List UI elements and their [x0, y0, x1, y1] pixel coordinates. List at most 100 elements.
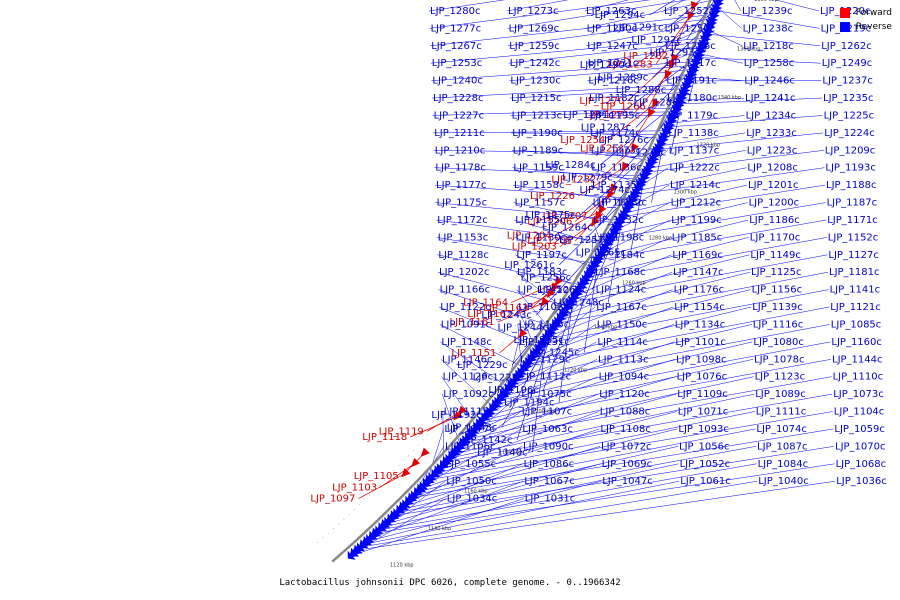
- reverse-leader-line: [440, 341, 510, 388]
- reverse-gene-label: LJP_1138c: [668, 128, 719, 139]
- reverse-gene-label: LJP_1180c: [667, 93, 718, 104]
- reverse-leader-line: [622, 184, 826, 217]
- forward-gene-label: LJP_1151: [451, 348, 496, 359]
- reverse-leader-line: [586, 45, 703, 64]
- forward-gene-label: LJP_1283: [608, 60, 653, 71]
- reverse-gene-label: LJP_1193c: [825, 163, 876, 174]
- reverse-leader-line: [716, 6, 742, 29]
- reverse-gene-label: LJP_1088c: [600, 407, 651, 418]
- ruler-tick-label: 1300 kbp: [674, 190, 698, 196]
- forward-gene-label: LJP_1119: [379, 426, 424, 437]
- reverse-gene-label: LJP_1069c: [602, 459, 653, 470]
- reverse-gene-label: LJP_1073c: [833, 389, 884, 400]
- forward-gene-arrow: [631, 142, 639, 153]
- reverse-gene-label: LJP_1222c: [669, 163, 720, 174]
- forward-leader-line: [358, 473, 405, 499]
- reverse-gene-label: LJP_1201c: [748, 180, 799, 191]
- reverse-gene-label: LJP_1126c: [443, 372, 494, 383]
- reverse-gene-label: LJP_1187c: [827, 198, 878, 209]
- reverse-leader-line: [668, 115, 823, 128]
- forward-gene-label: LJP_1232: [551, 174, 596, 185]
- reverse-gene-label: LJP_1154c: [674, 302, 725, 313]
- reverse-gene-label: LJP_1146c: [442, 354, 493, 365]
- reverse-gene-label: LJP_1122c: [440, 302, 491, 313]
- reverse-gene-label: LJP_1109c: [677, 389, 728, 400]
- reverse-gene-label: LJP_1209c: [825, 145, 876, 156]
- forward-gene-label: LJP_1118: [362, 432, 407, 443]
- reverse-gene-label: LJP_1291c: [613, 23, 664, 34]
- forward-gene-label: LJP_1271: [585, 110, 630, 121]
- reverse-gene-label: LJP_1274c: [580, 185, 631, 196]
- reverse-gene-label: LJP_1124c: [596, 285, 647, 296]
- reverse-leader-line: [430, 14, 714, 47]
- reverse-gene-label: LJP_1188c: [826, 180, 877, 191]
- reverse-leader-line: [664, 25, 710, 47]
- reverse-gene-label: LJP_1263c: [586, 6, 637, 17]
- reverse-leader-line: [669, 115, 745, 124]
- reverse-gene-label: LJP_1290c: [580, 60, 631, 71]
- forward-gene-label: LJP_1266: [601, 102, 646, 113]
- reverse-gene-label: LJP_1177c: [436, 180, 487, 191]
- reverse-gene-label: LJP_1172c: [437, 215, 488, 226]
- ruler-tick-label: 1360 kbp: [737, 46, 761, 52]
- reverse-gene-label: LJP_1147c: [673, 267, 724, 278]
- reverse-gene-label: LJP_1156c: [752, 285, 803, 296]
- reverse-gene-label: LJP_1228c: [433, 93, 484, 104]
- reverse-leader-line: [678, 97, 823, 105]
- reverse-leader-line: [508, 41, 704, 64]
- reverse-gene-label: LJP_1287c: [581, 123, 632, 134]
- reverse-gene-label: LJP_1191c: [666, 76, 717, 87]
- reverse-gene-label: LJP_1175c: [437, 198, 488, 209]
- ruler-tick-label: 1200 kbp: [532, 409, 556, 415]
- reverse-gene-label: LJP_1286c: [634, 98, 685, 109]
- reverse-leader-line: [507, 0, 688, 29]
- reverse-leader-line: [556, 271, 829, 324]
- reverse-gene-label: LJP_1086c: [524, 459, 575, 470]
- reverse-gene-label: LJP_1075c: [521, 389, 572, 400]
- reverse-gene-label: LJP_1157c: [515, 198, 566, 209]
- forward-gene-label: LJP_1204: [507, 230, 552, 241]
- reverse-gene-label: LJP_1142c: [462, 435, 513, 446]
- reverse-leader-line: [599, 219, 749, 257]
- reverse-gene-label: LJP_1196c: [488, 385, 539, 396]
- reverse-gene-label: LJP_1250c: [665, 23, 716, 34]
- reverse-gene-label: LJP_1128c: [438, 250, 489, 261]
- forward-gene-label: LJP_1163: [483, 303, 528, 314]
- reverse-gene-label: LJP_1152c: [828, 232, 879, 243]
- reverse-gene-label: LJP_1248c: [553, 298, 604, 309]
- reverse-gene-label: LJP_1055c: [446, 459, 497, 470]
- reverse-gene-label: LJP_1281c: [563, 110, 614, 121]
- legend-reverse-label: Reverse: [855, 22, 892, 32]
- reverse-gene-label: LJP_1235c: [823, 93, 874, 104]
- reverse-gene-label: LJP_1136c: [591, 163, 642, 174]
- reverse-leader-line: [420, 428, 600, 489]
- forward-gene-arrow: [607, 189, 615, 200]
- reverse-gene-label: LJP_1155c: [515, 215, 566, 226]
- forward-gene-arrow: [554, 276, 563, 287]
- reverse-gene-label: LJP_1210c: [435, 145, 486, 156]
- reverse-gene-label: LJP_1240c: [432, 76, 483, 87]
- forward-gene-label: LJP_1205: [527, 236, 572, 247]
- reverse-gene-label: LJP_1269c: [509, 23, 559, 34]
- reverse-gene-label: LJP_1120c: [599, 389, 650, 400]
- reverse-gene-label: LJP_1252c: [664, 6, 715, 17]
- reverse-gene-label: LJP_1284c: [545, 160, 596, 171]
- reverse-gene-label: LJP_1063c: [522, 424, 573, 435]
- reverse-leader-line: [509, 65, 695, 81]
- forward-gene-label: LJP_1162: [467, 309, 512, 320]
- forward-leader-line: [379, 463, 415, 488]
- reverse-leader-line: [587, 68, 694, 81]
- forward-gene-label: LJP_1270: [579, 96, 624, 107]
- reverse-gene-label: LJP_1214c: [670, 180, 721, 191]
- forward-leader-line: [515, 293, 550, 315]
- reverse-gene-label: LJP_1225c: [824, 111, 875, 122]
- reverse-gene-label: LJP_1277c: [431, 23, 482, 34]
- reverse-leader-line: [515, 254, 580, 289]
- reverse-gene-label: LJP_1268c: [537, 285, 588, 296]
- legend: Forward Reverse: [839, 6, 892, 34]
- forward-leader-line: [577, 167, 625, 197]
- reverse-gene-label: LJP_1221c: [473, 373, 524, 384]
- forward-gene-label: LJP_1164: [463, 298, 508, 309]
- reverse-gene-label: LJP_1195c: [590, 111, 641, 122]
- reverse-gene-label: LJP_1034c: [447, 494, 498, 505]
